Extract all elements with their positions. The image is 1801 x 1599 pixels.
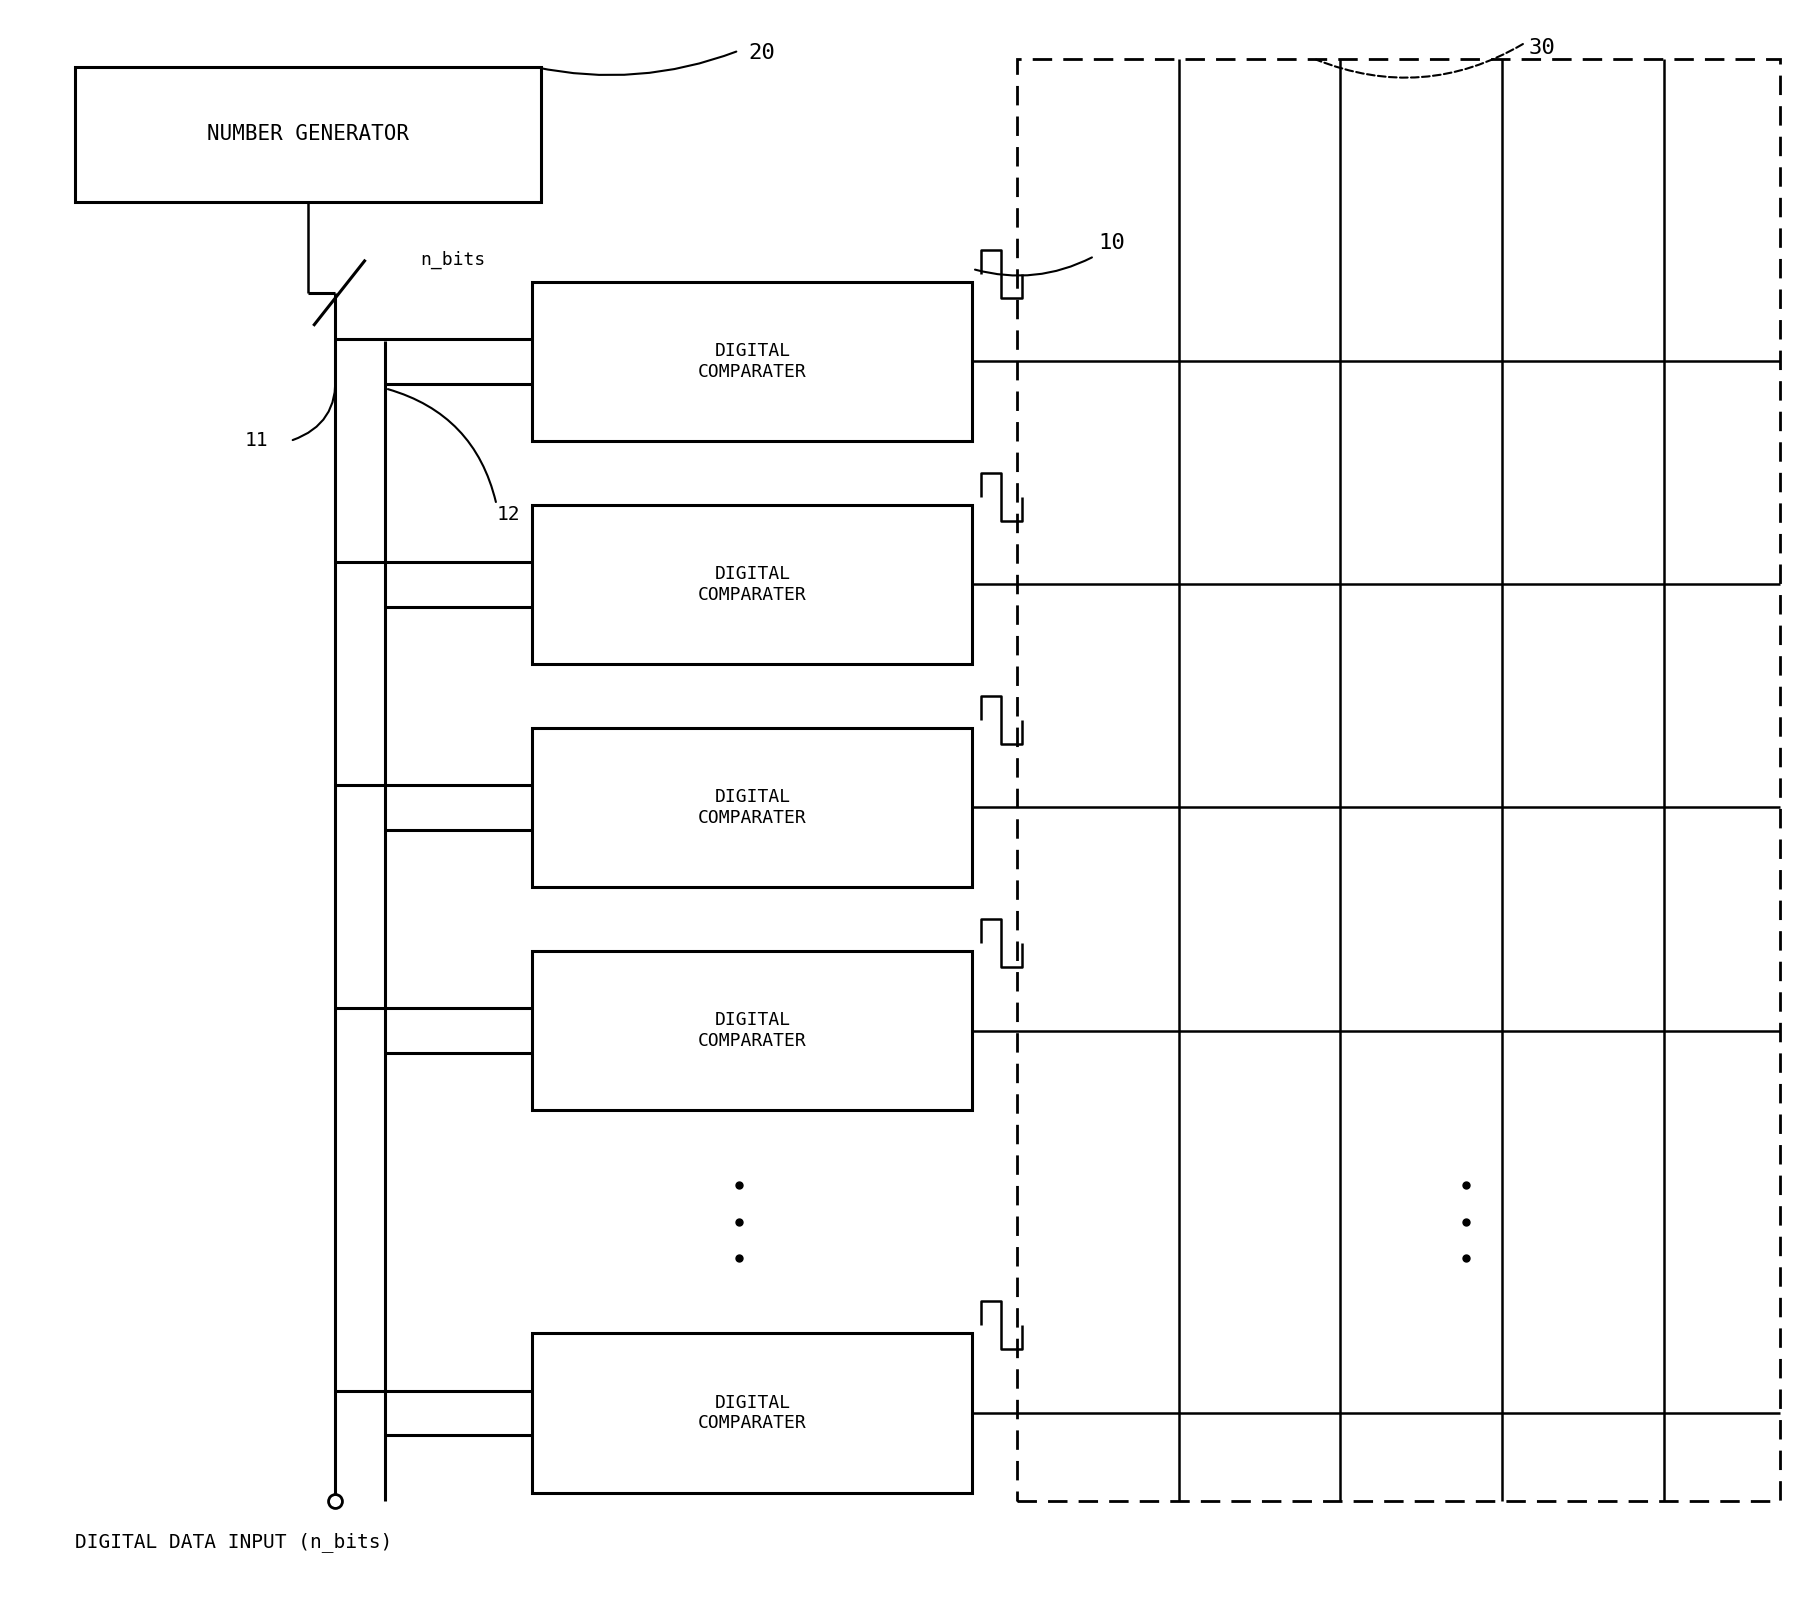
Bar [1018, 59, 1779, 1500]
Text: 10: 10 [1099, 233, 1126, 253]
Text: 20: 20 [747, 43, 774, 62]
Text: n_bits: n_bits [420, 251, 486, 269]
Bar [533, 505, 973, 664]
Text: DIGITAL
COMPARATER: DIGITAL COMPARATER [699, 788, 807, 827]
Text: DIGITAL
COMPARATER: DIGITAL COMPARATER [699, 342, 807, 381]
Text: 12: 12 [497, 505, 520, 524]
Text: NUMBER GENERATOR: NUMBER GENERATOR [207, 125, 409, 144]
Text: 30: 30 [1529, 38, 1556, 58]
Text: DIGITAL
COMPARATER: DIGITAL COMPARATER [699, 564, 807, 604]
Text: DIGITAL DATA INPUT (n_bits): DIGITAL DATA INPUT (n_bits) [74, 1532, 393, 1551]
Bar [74, 67, 542, 201]
Text: 11: 11 [245, 432, 268, 451]
Bar [533, 281, 973, 441]
Bar [533, 951, 973, 1110]
Text: DIGITAL
COMPARATER: DIGITAL COMPARATER [699, 1011, 807, 1051]
Bar [533, 728, 973, 887]
Bar [533, 1334, 973, 1492]
Text: DIGITAL
COMPARATER: DIGITAL COMPARATER [699, 1394, 807, 1433]
